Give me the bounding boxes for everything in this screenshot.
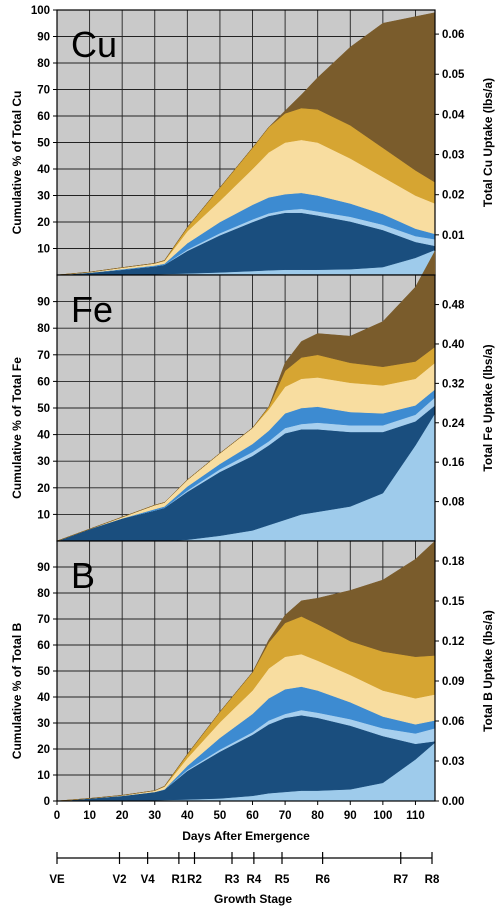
- y-tick-label: 40: [37, 430, 50, 442]
- y-axis-title: Cumulative % of Total Fe: [10, 357, 24, 499]
- y-tick-label: 70: [37, 350, 50, 362]
- y2-tick-label: 0.06: [442, 29, 464, 41]
- y-tick-label: 10: [37, 770, 50, 782]
- stage-label: R5: [275, 874, 290, 886]
- stage-label: R3: [225, 874, 240, 886]
- y2-tick-label: 0.05: [442, 69, 465, 81]
- stage-label: R1: [172, 874, 187, 886]
- stage-label: R8: [425, 874, 440, 886]
- stacked-areas: [56, 540, 436, 802]
- stage-label: V4: [141, 874, 156, 886]
- y-tick-label: 70: [37, 85, 50, 97]
- x-tick-label: 110: [406, 810, 425, 822]
- y-tick-label: 80: [37, 323, 50, 335]
- x-ticks: 0 10 20 30 40 50 60 70 80 90 100 110: [54, 801, 425, 822]
- y2-tick-label: 0.15: [442, 596, 465, 608]
- y-tick-label: 20: [37, 744, 50, 756]
- y-tick-label: 30: [37, 456, 50, 468]
- y-tick-label: 0: [44, 796, 50, 808]
- y2-axis-title: Total Fe Uptake (lbs/a): [481, 344, 495, 471]
- left-ticks: 0 10 20 30 40 50 60 70 80 90: [37, 562, 57, 808]
- left-ticks: 10 20 30 40 50 60 70 80 90: [37, 297, 57, 521]
- y2-tick-label: 0.32: [442, 378, 464, 390]
- y-tick-label: 70: [37, 614, 50, 626]
- stage-label: R2: [187, 874, 202, 886]
- y2-tick-label: 0.06: [442, 716, 464, 728]
- panel-label: B: [71, 555, 95, 596]
- y-tick-label: 10: [37, 244, 50, 256]
- x-tick-label: 20: [116, 810, 129, 822]
- x-axis-title: Days After Emergence: [182, 829, 310, 843]
- y-tick-label: 50: [37, 403, 50, 415]
- y2-tick-label: 0.03: [442, 150, 464, 162]
- y2-tick-label: 0.04: [442, 109, 465, 121]
- x-tick-label: 40: [181, 810, 194, 822]
- y-tick-label: 50: [37, 666, 50, 678]
- y2-axis-title: Total Cu Uptake (lbs/a): [481, 78, 495, 207]
- y2-tick-label: 0.40: [442, 339, 464, 351]
- y-tick-label: 80: [37, 588, 50, 600]
- x-tick-label: 60: [246, 810, 259, 822]
- y-tick-label: 30: [37, 191, 50, 203]
- panel-b: 01020304050607080900.000.030.060.090.120…: [10, 540, 495, 843]
- y2-tick-label: 0.24: [442, 418, 465, 430]
- x-tick-label: 90: [344, 810, 357, 822]
- y2-tick-label: 0.03: [442, 756, 464, 768]
- y2-tick-label: 0.01: [442, 230, 465, 242]
- y2-tick-label: 0.16: [442, 457, 464, 469]
- stage-label: R7: [393, 874, 408, 886]
- y2-tick-label: 0.08: [442, 497, 465, 509]
- y-tick-label: 40: [37, 164, 50, 176]
- growth-stage-title: Growth Stage: [214, 892, 292, 906]
- x-tick-label: 80: [311, 810, 324, 822]
- stage-label: V2: [112, 874, 126, 886]
- x-tick-label: 50: [214, 810, 227, 822]
- stage-label: R6: [315, 874, 330, 886]
- y-tick-label: 60: [37, 111, 50, 123]
- y-axis-title: Cumulative % of Total B: [10, 622, 24, 759]
- x-tick-label: 70: [279, 810, 292, 822]
- y-tick-label: 20: [37, 217, 50, 229]
- y-tick-label: 50: [37, 138, 50, 150]
- y-axis-title: Cumulative % of Total Cu: [10, 91, 24, 235]
- y-tick-label: 60: [37, 376, 50, 388]
- y-tick-label: 90: [37, 32, 50, 44]
- y-tick-label: 90: [37, 297, 50, 309]
- panel-fe: 1020304050607080900.080.160.240.320.400.…: [10, 250, 495, 542]
- panel-cu: 1020304050607080901000.010.020.030.040.0…: [10, 5, 495, 276]
- right-ticks: 0.01 0.02 0.03 0.04 0.05 0.06: [435, 29, 465, 242]
- y2-axis-title: Total B Uptake (lbs/a): [481, 610, 495, 732]
- x-tick-label: 100: [373, 810, 392, 822]
- y-tick-label: 100: [31, 5, 50, 17]
- y2-tick-label: 0.00: [442, 796, 464, 808]
- x-tick-label: 30: [148, 810, 161, 822]
- right-ticks: 0.00 0.03 0.06 0.09 0.12 0.15 0.18: [435, 556, 465, 808]
- stage-label: R4: [247, 874, 262, 886]
- y-tick-label: 60: [37, 640, 50, 652]
- y-tick-label: 40: [37, 692, 50, 704]
- y2-tick-label: 0.48: [442, 300, 465, 312]
- y-tick-label: 30: [37, 718, 50, 730]
- stacked-areas: [56, 12, 436, 276]
- y2-tick-label: 0.02: [442, 190, 464, 202]
- y2-tick-label: 0.12: [442, 636, 464, 648]
- y-tick-label: 90: [37, 562, 50, 574]
- x-tick-label: 0: [54, 810, 60, 822]
- growth-stage-axis: VE V2 V4 R1 R2 R3 R4 R5 R6 R7 R8 Growth Stage: [49, 852, 440, 906]
- y-tick-label: 80: [37, 58, 50, 70]
- panel-label: Fe: [71, 289, 113, 330]
- left-ticks: 10 20 30 40 50 60 70 80 90 100: [31, 5, 57, 256]
- y-tick-label: 10: [37, 509, 50, 521]
- stage-label: VE: [49, 874, 65, 886]
- x-tick-label: 10: [83, 810, 96, 822]
- y2-tick-label: 0.09: [442, 676, 464, 688]
- y2-tick-label: 0.18: [442, 556, 465, 568]
- y-tick-label: 20: [37, 483, 50, 495]
- right-ticks: 0.08 0.16 0.24 0.32 0.40 0.48: [435, 300, 465, 509]
- panel-label: Cu: [71, 24, 117, 65]
